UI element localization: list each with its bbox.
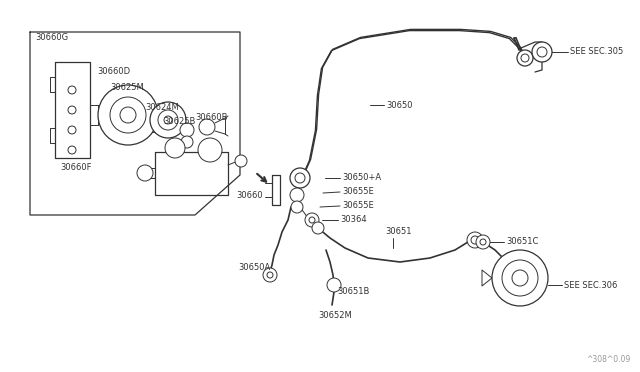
Text: 30655E: 30655E [342, 202, 374, 211]
Text: 30651: 30651 [385, 228, 412, 237]
Text: SEE SEC.306: SEE SEC.306 [564, 280, 618, 289]
Circle shape [235, 155, 247, 167]
Circle shape [165, 138, 185, 158]
Text: 30624M: 30624M [145, 103, 179, 112]
Circle shape [98, 85, 158, 145]
Circle shape [110, 97, 146, 133]
Circle shape [309, 217, 315, 223]
Text: 30660: 30660 [236, 190, 262, 199]
Circle shape [467, 232, 483, 248]
Circle shape [480, 239, 486, 245]
Circle shape [120, 107, 136, 123]
Text: 30650+A: 30650+A [342, 173, 381, 183]
Text: 30651C: 30651C [506, 237, 538, 247]
Circle shape [290, 188, 304, 202]
Circle shape [327, 278, 341, 292]
Circle shape [537, 47, 547, 57]
Text: 30660G: 30660G [35, 33, 68, 42]
Text: 30650A: 30650A [238, 263, 270, 273]
Text: 30660B: 30660B [195, 113, 227, 122]
Circle shape [164, 116, 172, 124]
Text: 30625M: 30625M [110, 83, 144, 93]
Circle shape [521, 54, 529, 62]
Text: ^308^0.09: ^308^0.09 [586, 356, 630, 365]
Circle shape [305, 213, 319, 227]
Circle shape [68, 146, 76, 154]
Circle shape [476, 235, 490, 249]
Circle shape [512, 270, 528, 286]
Circle shape [267, 272, 273, 278]
Text: SEE SEC.305: SEE SEC.305 [570, 48, 623, 57]
Circle shape [68, 86, 76, 94]
Text: 30655E: 30655E [342, 187, 374, 196]
Circle shape [68, 106, 76, 114]
Circle shape [68, 126, 76, 134]
Circle shape [150, 102, 186, 138]
Text: 30625B: 30625B [163, 118, 195, 126]
Text: 30650: 30650 [386, 100, 413, 109]
Text: 30660F: 30660F [60, 164, 92, 173]
Circle shape [263, 268, 277, 282]
Circle shape [198, 138, 222, 162]
Circle shape [199, 119, 215, 135]
Circle shape [532, 42, 552, 62]
Text: 30652M: 30652M [318, 311, 352, 320]
Circle shape [517, 50, 533, 66]
Circle shape [291, 201, 303, 213]
Circle shape [158, 110, 178, 130]
Text: 30651B: 30651B [337, 288, 369, 296]
Circle shape [312, 222, 324, 234]
Circle shape [492, 250, 548, 306]
Circle shape [180, 123, 194, 137]
Circle shape [290, 168, 310, 188]
Circle shape [295, 173, 305, 183]
Circle shape [502, 260, 538, 296]
Circle shape [471, 236, 479, 244]
Text: 30660D: 30660D [97, 67, 130, 77]
Circle shape [137, 165, 153, 181]
Circle shape [181, 136, 193, 148]
Text: 30364: 30364 [340, 215, 367, 224]
